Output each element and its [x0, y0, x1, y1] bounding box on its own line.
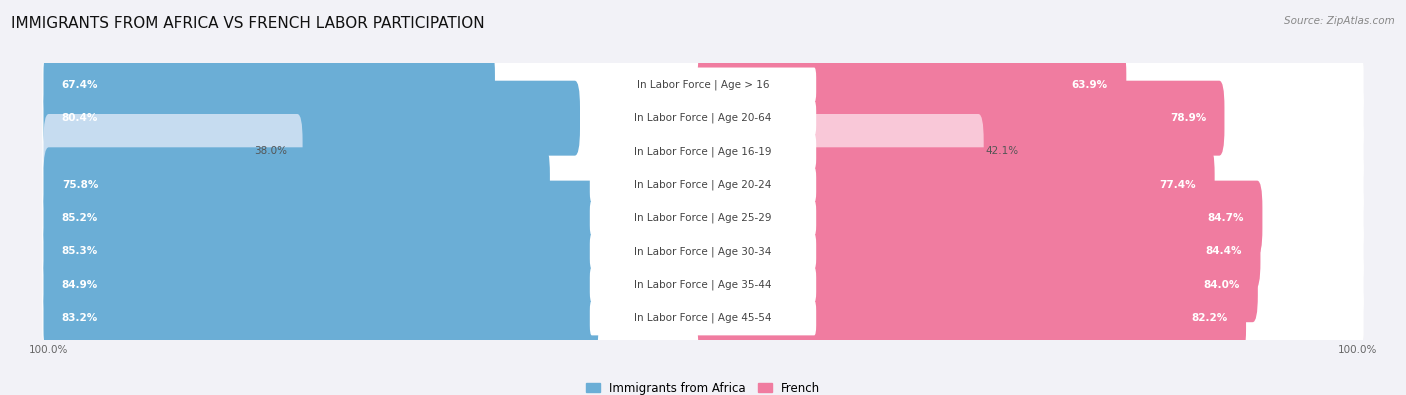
- Text: 84.9%: 84.9%: [62, 280, 98, 290]
- Text: 77.4%: 77.4%: [1160, 180, 1197, 190]
- Legend: Immigrants from Africa, French: Immigrants from Africa, French: [586, 382, 820, 395]
- FancyBboxPatch shape: [589, 201, 817, 235]
- Text: 84.7%: 84.7%: [1208, 213, 1244, 223]
- Text: 84.4%: 84.4%: [1205, 246, 1241, 256]
- FancyBboxPatch shape: [44, 81, 581, 156]
- FancyBboxPatch shape: [697, 214, 1260, 289]
- FancyBboxPatch shape: [42, 120, 1364, 182]
- Text: In Labor Force | Age 25-29: In Labor Force | Age 25-29: [634, 213, 772, 223]
- Text: 63.9%: 63.9%: [1071, 80, 1108, 90]
- FancyBboxPatch shape: [42, 220, 1364, 282]
- FancyBboxPatch shape: [42, 220, 1364, 284]
- FancyBboxPatch shape: [44, 214, 612, 289]
- FancyBboxPatch shape: [589, 68, 817, 102]
- FancyBboxPatch shape: [44, 47, 495, 122]
- Text: 85.3%: 85.3%: [62, 246, 98, 256]
- FancyBboxPatch shape: [42, 254, 1364, 316]
- Text: 80.4%: 80.4%: [62, 113, 98, 123]
- FancyBboxPatch shape: [42, 154, 1364, 217]
- Text: In Labor Force | Age 20-64: In Labor Force | Age 20-64: [634, 113, 772, 123]
- FancyBboxPatch shape: [589, 134, 817, 169]
- FancyBboxPatch shape: [42, 87, 1364, 149]
- Text: 82.2%: 82.2%: [1191, 313, 1227, 323]
- FancyBboxPatch shape: [44, 147, 550, 222]
- Text: 67.4%: 67.4%: [62, 80, 98, 90]
- FancyBboxPatch shape: [42, 54, 1364, 116]
- FancyBboxPatch shape: [697, 81, 1225, 156]
- Text: 84.0%: 84.0%: [1204, 280, 1240, 290]
- FancyBboxPatch shape: [42, 287, 1364, 349]
- FancyBboxPatch shape: [589, 267, 817, 302]
- FancyBboxPatch shape: [697, 247, 1258, 322]
- FancyBboxPatch shape: [589, 301, 817, 335]
- FancyBboxPatch shape: [42, 54, 1364, 117]
- Text: 83.2%: 83.2%: [62, 313, 98, 323]
- Text: 75.8%: 75.8%: [62, 180, 98, 190]
- Text: IMMIGRANTS FROM AFRICA VS FRENCH LABOR PARTICIPATION: IMMIGRANTS FROM AFRICA VS FRENCH LABOR P…: [11, 16, 485, 31]
- FancyBboxPatch shape: [589, 167, 817, 202]
- Text: In Labor Force | Age 30-34: In Labor Force | Age 30-34: [634, 246, 772, 257]
- FancyBboxPatch shape: [697, 114, 984, 189]
- FancyBboxPatch shape: [42, 187, 1364, 250]
- FancyBboxPatch shape: [697, 147, 1215, 222]
- FancyBboxPatch shape: [44, 114, 302, 189]
- Text: 85.2%: 85.2%: [62, 213, 98, 223]
- Text: 42.1%: 42.1%: [986, 147, 1018, 156]
- FancyBboxPatch shape: [42, 154, 1364, 216]
- Text: Source: ZipAtlas.com: Source: ZipAtlas.com: [1284, 16, 1395, 26]
- Text: In Labor Force | Age > 16: In Labor Force | Age > 16: [637, 80, 769, 90]
- FancyBboxPatch shape: [44, 280, 599, 356]
- FancyBboxPatch shape: [42, 187, 1364, 249]
- Text: In Labor Force | Age 35-44: In Labor Force | Age 35-44: [634, 280, 772, 290]
- Text: In Labor Force | Age 16-19: In Labor Force | Age 16-19: [634, 146, 772, 157]
- FancyBboxPatch shape: [42, 254, 1364, 317]
- FancyBboxPatch shape: [697, 47, 1126, 122]
- Text: 38.0%: 38.0%: [254, 147, 288, 156]
- FancyBboxPatch shape: [44, 247, 609, 322]
- FancyBboxPatch shape: [697, 181, 1263, 256]
- FancyBboxPatch shape: [42, 87, 1364, 150]
- FancyBboxPatch shape: [42, 287, 1364, 350]
- FancyBboxPatch shape: [589, 101, 817, 135]
- Text: In Labor Force | Age 45-54: In Labor Force | Age 45-54: [634, 313, 772, 323]
- FancyBboxPatch shape: [42, 120, 1364, 184]
- Text: In Labor Force | Age 20-24: In Labor Force | Age 20-24: [634, 180, 772, 190]
- Text: 78.9%: 78.9%: [1170, 113, 1206, 123]
- FancyBboxPatch shape: [44, 181, 612, 256]
- FancyBboxPatch shape: [697, 280, 1246, 356]
- FancyBboxPatch shape: [589, 234, 817, 269]
